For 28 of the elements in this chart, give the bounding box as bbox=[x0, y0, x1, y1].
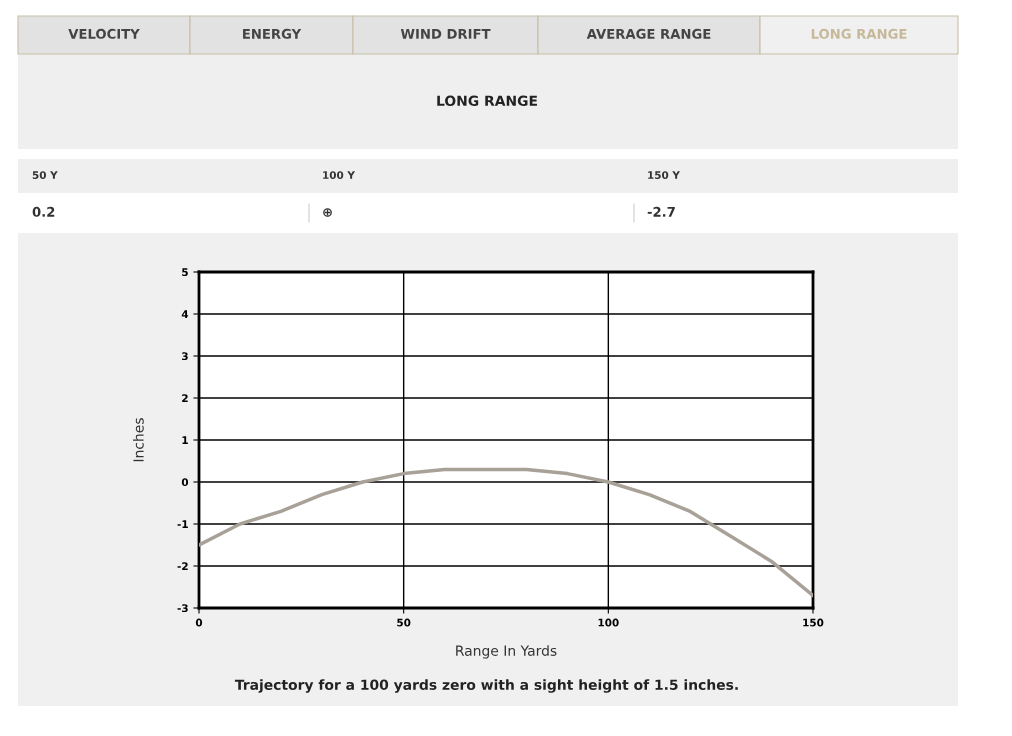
text: AVERAGE RANGE bbox=[586, 28, 711, 39]
x-tick-label: 100 bbox=[598, 618, 619, 627]
y-tick-label: 3 bbox=[182, 352, 188, 361]
y-tick-label: 1 bbox=[182, 436, 188, 444]
y-tick-label: -3 bbox=[177, 604, 188, 613]
text: WIND DRIFT bbox=[400, 29, 491, 39]
y-axis-title: Inches bbox=[133, 418, 144, 462]
y-tick-label: 0 bbox=[181, 478, 189, 487]
text: Trajectory for a 100 yards zero with a sight height of 1.5 inches. bbox=[234, 679, 738, 693]
text: 50 Y bbox=[32, 171, 58, 180]
x-axis-title: Range In Yards bbox=[456, 645, 557, 659]
y-tick-label: -1 bbox=[177, 520, 188, 528]
text: 0.2 bbox=[32, 206, 55, 217]
text: 150 Y bbox=[648, 171, 681, 180]
x-tick-label: 50 bbox=[397, 618, 411, 627]
y-tick-label: 5 bbox=[182, 268, 188, 277]
text: -2.7 bbox=[647, 206, 675, 217]
text: LONG RANGE bbox=[811, 28, 907, 39]
text: ⊕ bbox=[323, 208, 332, 217]
x-tick-label: 0 bbox=[195, 618, 203, 627]
y-tick-label: -2 bbox=[177, 562, 188, 570]
text: VELOCITY bbox=[68, 28, 140, 39]
y-tick-label: 2 bbox=[182, 394, 188, 402]
text: 100 Y bbox=[323, 171, 356, 180]
x-tick-label: 150 bbox=[803, 618, 824, 627]
chart-title: LONG RANGE bbox=[437, 95, 537, 107]
text: ENERGY bbox=[243, 28, 302, 39]
y-tick-label: 4 bbox=[181, 310, 189, 318]
